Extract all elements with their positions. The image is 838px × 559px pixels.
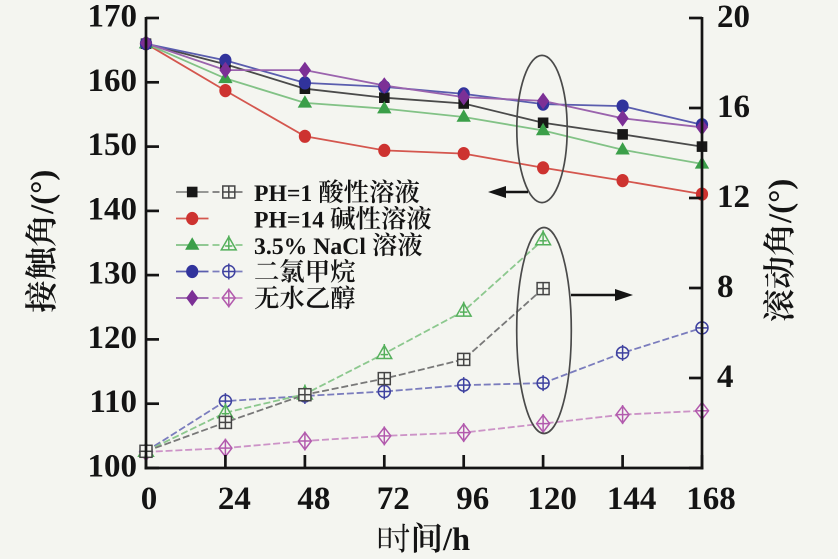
svg-text:16: 16	[717, 89, 750, 125]
svg-text:12: 12	[717, 179, 750, 215]
svg-text:120: 120	[88, 320, 138, 356]
svg-text:100: 100	[88, 449, 138, 485]
svg-text:160: 160	[88, 63, 138, 99]
svg-text:170: 170	[88, 0, 138, 35]
svg-text:4: 4	[717, 359, 734, 395]
svg-text:96: 96	[456, 481, 489, 517]
svg-text:150: 150	[88, 127, 138, 163]
svg-text:168: 168	[686, 481, 736, 517]
svg-text:8: 8	[717, 269, 734, 305]
svg-text:48: 48	[297, 481, 330, 517]
svg-text:72: 72	[377, 481, 410, 517]
svg-text:140: 140	[88, 191, 138, 227]
svg-text:144: 144	[607, 481, 657, 517]
svg-text:120: 120	[527, 481, 577, 517]
svg-text:24: 24	[218, 481, 251, 517]
svg-text:0: 0	[141, 481, 158, 517]
svg-text:20: 20	[717, 0, 750, 35]
svg-text:130: 130	[88, 256, 138, 292]
svg-text:110: 110	[89, 384, 137, 420]
